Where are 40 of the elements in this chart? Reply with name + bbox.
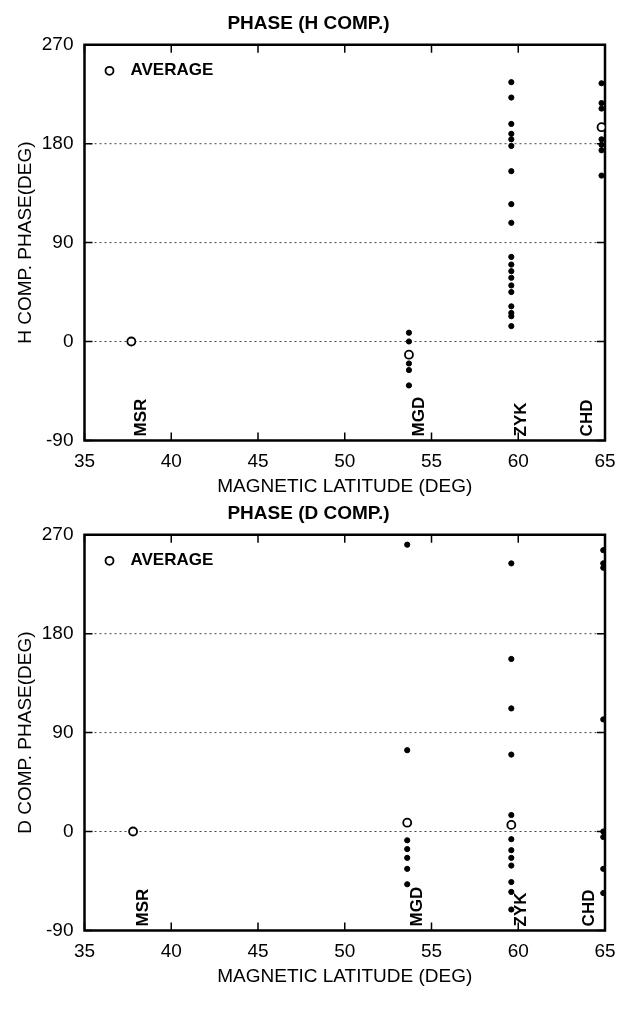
x-tick-label: 35 — [73, 940, 96, 962]
annotation: ZYK — [511, 401, 530, 437]
x-tick-label: 55 — [420, 450, 443, 472]
legend-label: AVERAGE — [130, 550, 214, 570]
annotation: MGD — [408, 396, 428, 437]
annotation: MGD — [406, 886, 426, 927]
y-tick-label: 180 — [41, 621, 74, 643]
y-tick-label: 90 — [52, 230, 74, 252]
x-tick-label: 65 — [594, 940, 616, 962]
y-tick-label: 180 — [41, 131, 74, 153]
legend-label: AVERAGE — [130, 60, 214, 80]
x-tick-label: 35 — [73, 450, 96, 472]
annotation: CHD — [577, 399, 597, 437]
x-tick-label: 60 — [507, 450, 529, 472]
y-tick-label: 0 — [62, 329, 74, 351]
y-tick-label: 270 — [41, 523, 74, 545]
annotation: MSR — [131, 398, 151, 437]
annotation: ZYK — [511, 891, 530, 927]
x-axis-title: MAGNETIC LATITUDE (DEG) — [217, 474, 473, 496]
x-tick-label: 55 — [420, 940, 443, 962]
x-axis-title: MAGNETIC LATITUDE (DEG) — [217, 964, 473, 986]
y-tick-label: -90 — [46, 918, 74, 940]
x-tick-label: 65 — [594, 450, 616, 472]
chart-title: PHASE (H COMP.) — [227, 11, 390, 33]
x-tick-label: 60 — [507, 940, 529, 962]
x-tick-label: 40 — [160, 450, 182, 472]
x-tick-label: 50 — [334, 450, 356, 472]
y-tick-label: -90 — [46, 428, 74, 450]
annotation: CHD — [578, 889, 598, 927]
y-tick-label: 90 — [52, 720, 74, 742]
x-tick-label: 50 — [334, 940, 356, 962]
x-tick-label: 45 — [247, 450, 269, 472]
chart-title: PHASE (D COMP.) — [227, 501, 390, 523]
y-axis-title: H COMP. PHASE(DEG) — [13, 141, 35, 344]
x-tick-label: 40 — [160, 940, 182, 962]
y-tick-label: 0 — [62, 819, 74, 841]
y-axis-title: D COMP. PHASE(DEG) — [13, 631, 35, 834]
y-tick-label: 270 — [41, 33, 74, 55]
annotation: MSR — [132, 888, 152, 927]
x-tick-label: 45 — [247, 940, 269, 962]
